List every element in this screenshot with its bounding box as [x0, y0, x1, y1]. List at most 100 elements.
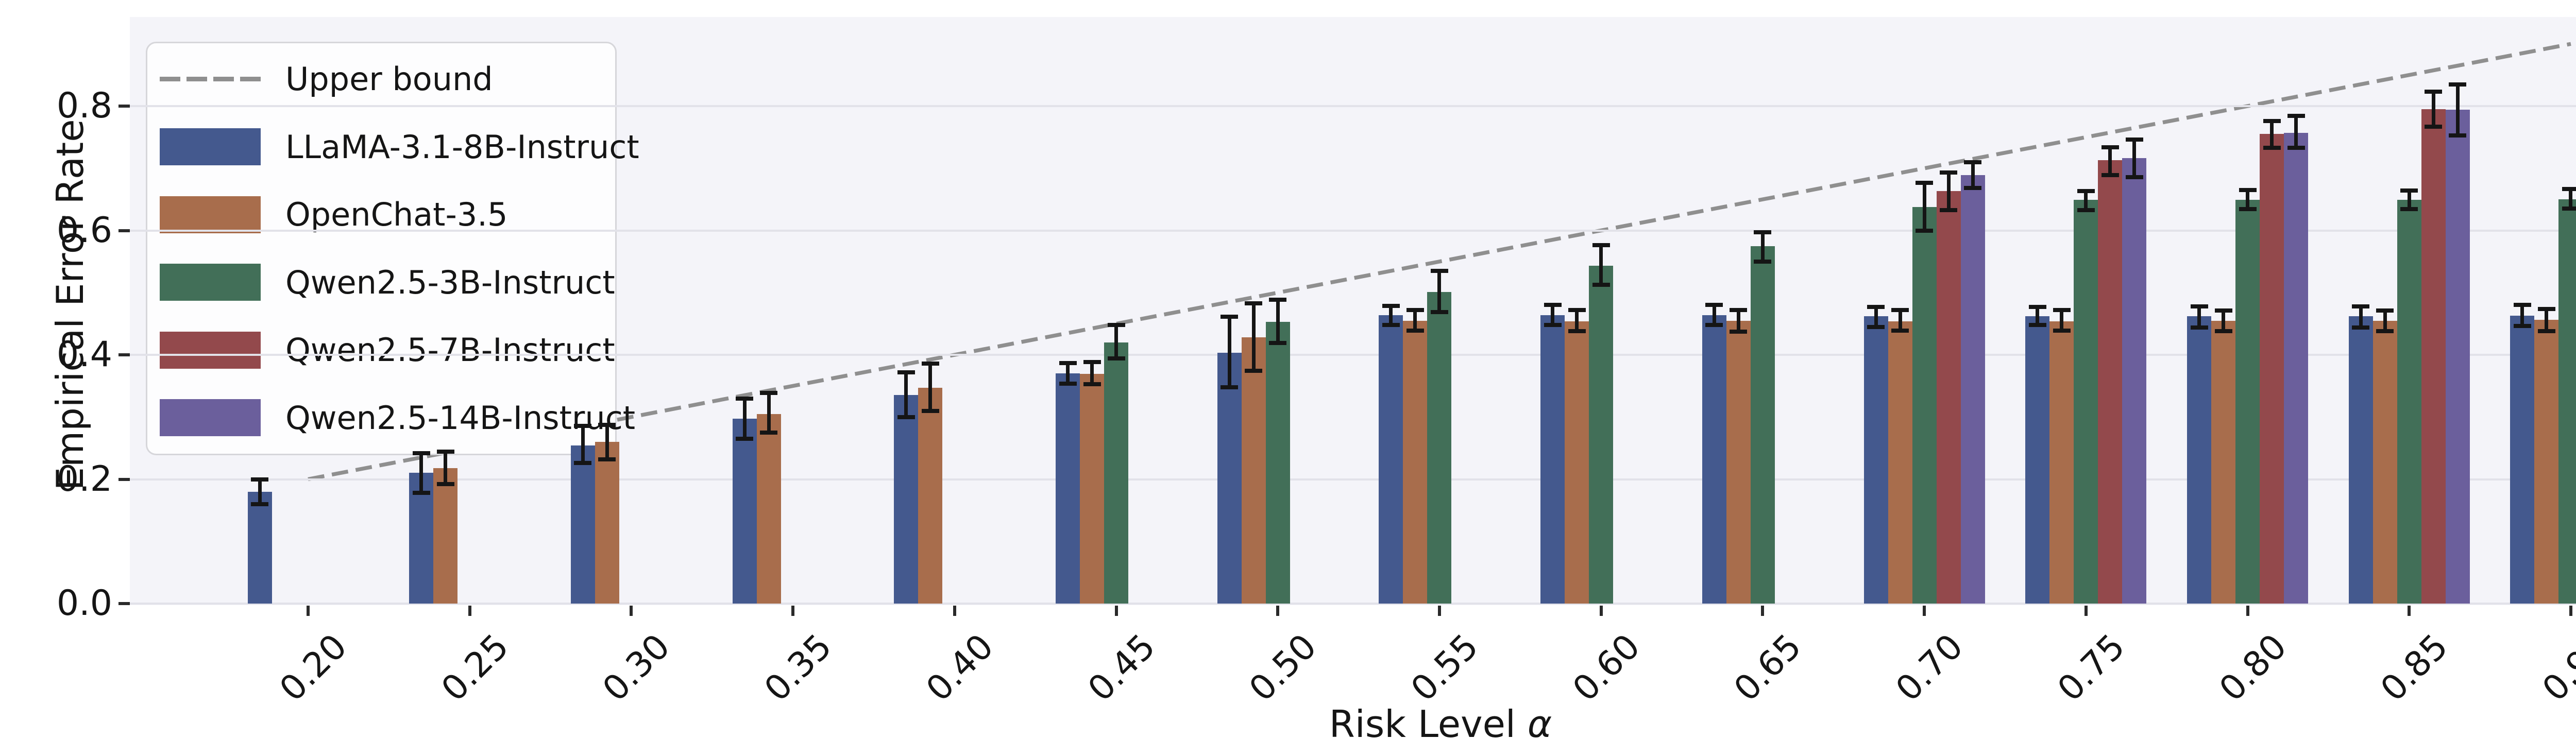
errorbar-cap-high-Qwen2.5-3B-Instruct-0.80: [2239, 188, 2257, 192]
x-axis-label: Risk Level α: [1329, 702, 1552, 746]
errorbar-cap-high-LLaMA-3.1-8B-Instruct-0.55: [1382, 303, 1400, 308]
errorbar-Qwen2.5-7B-Instruct-0.70: [1946, 173, 1951, 210]
errorbar-cap-low-LLaMA-3.1-8B-Instruct-0.80: [2190, 325, 2208, 330]
errorbar-cap-high-LLaMA-3.1-8B-Instruct-0.30: [574, 423, 592, 428]
errorbar-OpenChat-3.5-0.85: [2383, 311, 2387, 332]
x-tick-0.65: [1761, 606, 1765, 616]
errorbar-cap-low-Qwen2.5-14B-Instruct-0.85: [2449, 133, 2467, 138]
bar-LLaMA-3.1-8B-Instruct-0.45: [1056, 373, 1080, 604]
bar-OpenChat-3.5-0.35: [756, 414, 781, 604]
errorbar-LLaMA-3.1-8B-Instruct-0.75: [2036, 307, 2040, 325]
errorbar-cap-high-LLaMA-3.1-8B-Instruct-0.60: [1544, 303, 1562, 307]
y-tick-0.6: [118, 229, 130, 232]
errorbar-cap-low-OpenChat-3.5-0.55: [1406, 328, 1424, 333]
errorbar-cap-low-LLaMA-3.1-8B-Instruct-0.55: [1382, 323, 1400, 328]
errorbar-LLaMA-3.1-8B-Instruct-0.40: [904, 372, 908, 417]
bar-LLaMA-3.1-8B-Instruct-0.70: [1863, 316, 1888, 604]
x-tick-label-0.70: 0.70: [1888, 626, 2019, 709]
errorbar-cap-high-LLaMA-3.1-8B-Instruct-0.85: [2352, 304, 2370, 308]
errorbar-OpenChat-3.5-0.45: [1090, 362, 1094, 384]
errorbar-Qwen2.5-3B-Instruct-0.50: [1276, 299, 1280, 343]
errorbar-OpenChat-3.5-0.65: [1736, 310, 1740, 332]
bar-OpenChat-3.5-0.90: [2534, 320, 2559, 604]
errorbar-LLaMA-3.1-8B-Instruct-0.55: [1389, 305, 1393, 325]
errorbar-LLaMA-3.1-8B-Instruct-0.70: [1874, 307, 1878, 327]
x-tick-0.70: [1923, 606, 1926, 616]
errorbar-OpenChat-3.5-0.35: [767, 392, 771, 433]
errorbar-cap-high-Qwen2.5-7B-Instruct-0.75: [2101, 145, 2119, 149]
legend-item-Qwen2.5-7B-Instruct: Qwen2.5-7B-Instruct: [160, 318, 615, 382]
errorbar-cap-low-Qwen2.5-7B-Instruct-0.70: [1940, 208, 1958, 212]
dash-segment: [187, 77, 207, 82]
errorbar-OpenChat-3.5-0.90: [2545, 308, 2549, 332]
errorbar-OpenChat-3.5-0.30: [605, 425, 609, 459]
errorbar-cap-low-OpenChat-3.5-0.90: [2537, 329, 2555, 334]
errorbar-cap-high-Qwen2.5-14B-Instruct-0.70: [1964, 160, 1982, 164]
errorbar-cap-high-LLaMA-3.1-8B-Instruct-0.45: [1059, 360, 1077, 365]
errorbar-cap-low-Qwen2.5-3B-Instruct-0.80: [2239, 207, 2257, 212]
legend-label-OpenChat-3.5: OpenChat-3.5: [285, 196, 508, 234]
errorbar-cap-low-LLaMA-3.1-8B-Instruct-0.90: [2513, 324, 2531, 329]
legend-label-Qwen2.5-3B-Instruct: Qwen2.5-3B-Instruct: [285, 263, 615, 301]
errorbar-cap-high-LLaMA-3.1-8B-Instruct-0.75: [2028, 305, 2046, 310]
bar-LLaMA-3.1-8B-Instruct-0.20: [247, 491, 272, 604]
legend-swatch-Qwen2.5-14B-Instruct: [160, 399, 261, 437]
errorbar-cap-high-LLaMA-3.1-8B-Instruct-0.80: [2190, 304, 2208, 308]
errorbar-cap-low-Qwen2.5-14B-Instruct-0.70: [1964, 186, 1982, 191]
errorbar-Qwen2.5-7B-Instruct-0.80: [2270, 121, 2274, 148]
x-tick-label-text: 0.70: [1888, 626, 1971, 709]
x-tick-label-0.55: 0.55: [1403, 626, 1534, 709]
errorbar-cap-high-Qwen2.5-3B-Instruct-0.45: [1107, 323, 1125, 328]
bar-Qwen2.5-3B-Instruct-0.60: [1589, 266, 1614, 604]
errorbar-cap-low-Qwen2.5-3B-Instruct-0.60: [1592, 282, 1610, 287]
errorbar-Qwen2.5-3B-Instruct-0.70: [1922, 182, 1926, 231]
bar-OpenChat-3.5-0.50: [1241, 337, 1266, 604]
x-tick-0.60: [1599, 606, 1603, 616]
errorbar-cap-low-Qwen2.5-3B-Instruct-0.65: [1754, 259, 1772, 264]
errorbar-Qwen2.5-3B-Instruct-0.80: [2246, 190, 2250, 210]
bar-Qwen2.5-3B-Instruct-0.80: [2235, 200, 2260, 604]
x-tick-label-text: 0.30: [595, 626, 678, 709]
y-tick-0.2: [118, 477, 130, 481]
errorbar-cap-high-LLaMA-3.1-8B-Instruct-0.65: [1705, 303, 1723, 307]
x-tick-label-0.85: 0.85: [2373, 626, 2504, 709]
errorbar-Qwen2.5-3B-Instruct-0.90: [2569, 188, 2573, 209]
x-tick-label-text: 0.65: [1726, 626, 1809, 709]
x-tick-label-text: 0.90: [2534, 626, 2576, 709]
errorbar-cap-high-Qwen2.5-7B-Instruct-0.70: [1940, 170, 1958, 175]
legend-swatch-OpenChat-3.5: [160, 196, 261, 233]
errorbar-cap-low-LLaMA-3.1-8B-Instruct-0.75: [2028, 323, 2046, 328]
x-tick-label-0.30: 0.30: [595, 626, 726, 709]
bar-OpenChat-3.5-0.85: [2372, 320, 2397, 604]
x-tick-label-0.50: 0.50: [1242, 626, 1372, 709]
errorbar-cap-low-Qwen2.5-3B-Instruct-0.85: [2400, 207, 2418, 212]
dash-segment: [240, 77, 261, 82]
errorbar-cap-high-Qwen2.5-7B-Instruct-0.80: [2263, 118, 2281, 123]
bar-OpenChat-3.5-0.80: [2211, 320, 2236, 604]
errorbar-cap-high-OpenChat-3.5-0.55: [1406, 308, 1424, 313]
bar-Qwen2.5-7B-Instruct-0.75: [2098, 160, 2123, 604]
legend-label-Qwen2.5-14B-Instruct: Qwen2.5-14B-Instruct: [285, 399, 636, 437]
errorbar-LLaMA-3.1-8B-Instruct-0.90: [2520, 305, 2524, 327]
errorbar-cap-low-Qwen2.5-3B-Instruct-0.50: [1269, 341, 1287, 346]
errorbar-cap-high-Qwen2.5-3B-Instruct-0.70: [1916, 180, 1934, 185]
legend-item-LLaMA-3.1-8B-Instruct: LLaMA-3.1-8B-Instruct: [160, 115, 639, 179]
bar-Qwen2.5-14B-Instruct-0.80: [2284, 132, 2309, 604]
errorbar-cap-low-Qwen2.5-14B-Instruct-0.80: [2287, 145, 2305, 150]
errorbar-cap-low-Qwen2.5-3B-Instruct-0.75: [2077, 208, 2095, 212]
errorbar-cap-low-LLaMA-3.1-8B-Instruct-0.60: [1544, 323, 1562, 328]
x-tick-label-text: 0.20: [272, 626, 355, 709]
legend-item-Qwen2.5-3B-Instruct: Qwen2.5-3B-Instruct: [160, 250, 615, 314]
legend-label-Qwen2.5-7B-Instruct: Qwen2.5-7B-Instruct: [285, 331, 615, 369]
y-tick-label-0.2: 0.2: [56, 458, 112, 500]
upper-bound-dash-swatch: [160, 77, 261, 82]
errorbar-cap-low-LLaMA-3.1-8B-Instruct-0.85: [2352, 325, 2370, 330]
errorbar-OpenChat-3.5-0.75: [2060, 310, 2064, 331]
x-tick-label-text: 0.25: [433, 626, 516, 709]
x-tick-label-text: 0.75: [2049, 626, 2132, 709]
errorbar-cap-low-LLaMA-3.1-8B-Instruct-0.50: [1221, 385, 1239, 389]
errorbar-OpenChat-3.5-0.50: [1251, 303, 1256, 371]
bar-OpenChat-3.5-0.30: [595, 442, 619, 604]
bar-OpenChat-3.5-0.75: [2049, 321, 2074, 604]
errorbar-cap-high-LLaMA-3.1-8B-Instruct-0.25: [412, 451, 430, 455]
